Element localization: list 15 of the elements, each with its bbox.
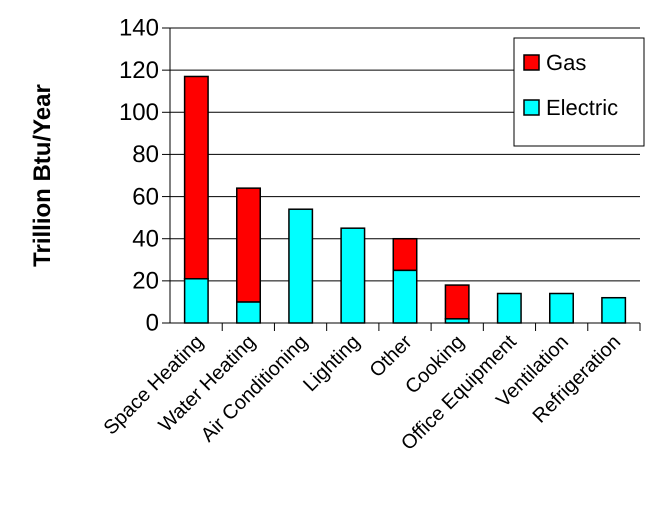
y-tick-label: 0 bbox=[146, 310, 159, 337]
bar bbox=[496, 292, 522, 324]
y-tick-label: 140 bbox=[118, 14, 159, 42]
bar bbox=[444, 284, 470, 320]
y-tick-label: 120 bbox=[118, 56, 159, 84]
legend-label: Electric bbox=[546, 95, 618, 120]
y-tick-label: 40 bbox=[132, 225, 159, 252]
y-tick-label: 60 bbox=[132, 183, 159, 210]
y-tick-label: 20 bbox=[132, 268, 159, 295]
y-tick-label: 100 bbox=[118, 98, 159, 126]
y-tick-label: 80 bbox=[132, 141, 159, 168]
bar bbox=[549, 292, 574, 324]
bar bbox=[601, 296, 626, 324]
legend-label: Gas bbox=[546, 50, 586, 75]
y-axis-title: Trillion Btu/Year bbox=[29, 84, 56, 267]
